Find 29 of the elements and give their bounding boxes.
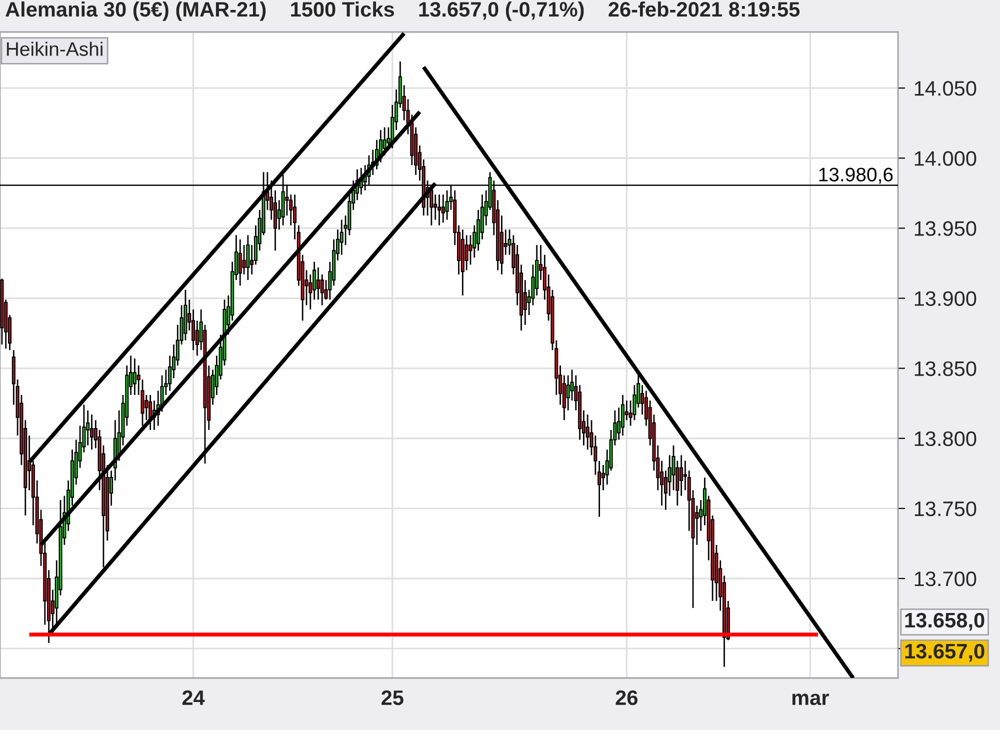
candlestick xyxy=(90,414,94,450)
candlestick xyxy=(316,266,320,300)
text: 13.658,0 xyxy=(905,612,984,631)
text: 13.657,0 xyxy=(905,644,984,662)
annotation: Heikin-Ashi xyxy=(6,42,102,56)
chart-title: Alemania 30 (5€) (MAR-21) 1500 Ticks 13.657,0 (-0,71%) 26-feb-2021 8:19:55 xyxy=(6,1,800,21)
candlestick xyxy=(680,454,684,497)
y-tick-label: 13.850 xyxy=(914,361,976,376)
candlestick xyxy=(464,234,468,271)
candlestick xyxy=(246,234,250,281)
candlestick xyxy=(242,244,246,276)
y-tick-label: 14.050 xyxy=(914,81,976,96)
candlestick xyxy=(441,194,445,224)
x-tick-label: 26 xyxy=(616,690,638,706)
y-tick-label: 13.800 xyxy=(914,431,976,446)
y-tick-label: 13.900 xyxy=(914,291,976,306)
x-tick-label: 24 xyxy=(182,690,205,705)
y-tick-label: 13.700 xyxy=(914,572,976,586)
candlestick xyxy=(238,238,242,286)
y-tick-label: 13.750 xyxy=(914,501,976,516)
candlestick xyxy=(132,358,136,396)
candlestick xyxy=(437,194,442,226)
candlestick xyxy=(620,394,625,436)
x-tick-label: 25 xyxy=(382,690,404,706)
y-tick-label: 13.950 xyxy=(914,221,976,236)
y-tick-label: 14.000 xyxy=(914,151,976,166)
x-tick-label: mar xyxy=(792,694,829,706)
candlestick xyxy=(382,126,386,156)
ref-line-label: 13.980,6 xyxy=(819,168,893,184)
